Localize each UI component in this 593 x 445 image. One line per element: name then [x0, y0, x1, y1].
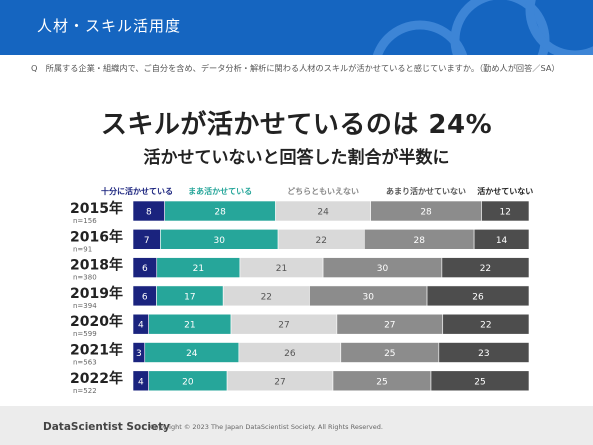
headline-sub: 活かせていないと回答した割合が半数に [143, 148, 450, 168]
sample-size-label: n=599 [73, 330, 97, 338]
bar-segment [442, 313, 530, 335]
bar-segment [481, 200, 530, 222]
legend-item: 十分に活かせている [101, 186, 173, 196]
data-label: 30 [377, 264, 389, 274]
sample-size-label: n=156 [73, 217, 97, 225]
bar-segment [430, 370, 530, 392]
bar-segment [441, 257, 530, 278]
header-bar: 人材・スキル活用度 [0, 0, 593, 55]
data-label: 25 [384, 349, 395, 359]
data-label: 25 [376, 377, 387, 387]
data-label: 12 [500, 208, 511, 218]
data-label: 27 [384, 321, 395, 331]
year-label: 2021年 [70, 342, 123, 359]
data-label: 20 [182, 377, 194, 387]
footer-brand: DataScientist Society [43, 421, 171, 433]
data-label: 28 [413, 236, 425, 246]
bar-segment [426, 285, 530, 307]
data-label: 26 [284, 349, 296, 359]
data-label: 27 [274, 377, 285, 387]
data-label: 4 [138, 377, 144, 387]
data-label: 23 [478, 349, 489, 359]
sample-size-label: n=563 [73, 359, 97, 367]
data-label: 22 [261, 292, 272, 302]
data-label: 21 [184, 321, 195, 331]
footer-bar: DataScientist Society Copyright © 2023 T… [0, 406, 593, 445]
data-label: 30 [214, 236, 226, 246]
data-label: 6 [142, 264, 148, 274]
data-label: 24 [186, 349, 198, 359]
sample-size-label: n=394 [73, 302, 97, 310]
survey-question: Q 所属する企業・組織内で、ご自分を含め、データ分析・解析に関わる人材のスキルが… [31, 63, 560, 73]
year-label: 2019年 [70, 285, 123, 302]
footer-copyright: Copyright © 2023 The Japan DataScientist… [150, 423, 383, 431]
sample-size-label: n=380 [73, 274, 97, 282]
sample-size-label: n=522 [73, 387, 97, 395]
sample-size-label: n=91 [73, 245, 92, 253]
page-title: 人材・スキル活用度 [37, 17, 182, 35]
year-label: 2020年 [70, 313, 123, 330]
decorative-circles-graphic [372, 0, 593, 55]
data-label: 22 [315, 236, 326, 246]
year-label: 2015年 [70, 200, 123, 217]
year-label: 2016年 [70, 228, 123, 245]
data-label: 3 [136, 349, 142, 359]
data-label: 21 [193, 264, 204, 274]
stacked-bar-chart: 十分に活かせている まあ活かせている どちらともいえない あまり活かせていない 活かせて… [70, 186, 533, 395]
headline-main: スキルが活かせているのは 24% [100, 110, 493, 140]
data-label: 6 [142, 292, 148, 302]
data-label: 8 [146, 208, 152, 218]
data-label: 27 [278, 321, 289, 331]
data-label: 30 [363, 292, 375, 302]
data-label: 24 [317, 208, 329, 218]
data-label: 7 [144, 236, 150, 246]
year-label: 2018年 [70, 257, 123, 274]
data-label: 26 [472, 292, 484, 302]
data-label: 28 [214, 208, 226, 218]
legend-item: どちらともいえない [287, 186, 359, 196]
bar-segment [473, 228, 530, 250]
data-label: 4 [138, 321, 144, 331]
year-label: 2022年 [70, 370, 123, 387]
data-label: 17 [184, 292, 195, 302]
data-label: 21 [276, 264, 287, 274]
legend-item: まあ活かせている [188, 186, 252, 196]
data-label: 25 [474, 377, 485, 387]
legend-item: 活かせていない [477, 186, 533, 196]
legend-item: あまり活かせていない [386, 186, 466, 196]
data-label: 22 [480, 321, 491, 331]
data-label: 14 [496, 236, 508, 246]
bar-segment [438, 342, 530, 363]
data-label: 28 [420, 208, 432, 218]
data-label: 22 [480, 264, 491, 274]
